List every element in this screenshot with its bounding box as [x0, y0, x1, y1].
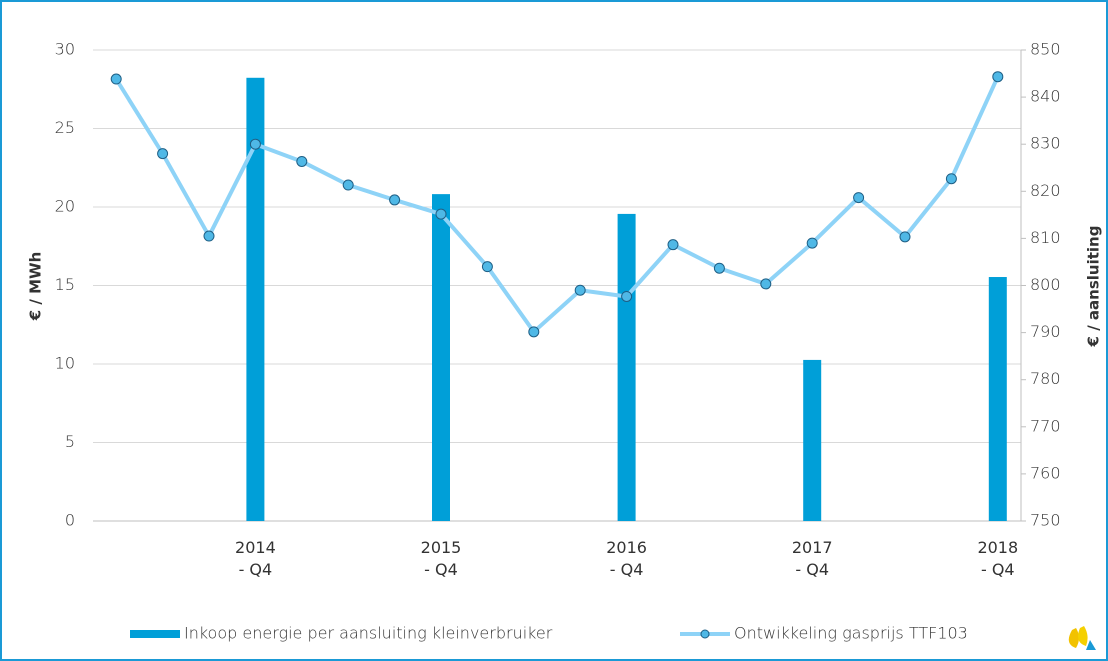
marker: [157, 148, 169, 160]
bar: [988, 277, 1007, 521]
marker: [713, 262, 725, 274]
y-tick-label: 30: [55, 40, 75, 59]
marker: [667, 239, 679, 251]
x-tick-label: 2018 - Q4: [977, 538, 1019, 579]
marker: [992, 71, 1004, 83]
marker: [621, 290, 633, 302]
marker: [574, 284, 586, 296]
y2-tick-label: 760: [1030, 463, 1061, 482]
logo: [1068, 626, 1096, 650]
marker: [899, 231, 911, 243]
y2-axis-label: € / aansluiting: [1085, 226, 1103, 348]
y-axis-label: € / MWh: [27, 252, 45, 322]
bar: [246, 77, 265, 521]
line: [114, 75, 1000, 334]
y-tick-label: 0: [65, 511, 75, 530]
bar: [803, 359, 822, 521]
marker: [389, 194, 401, 206]
marker: [806, 237, 818, 249]
y2-tick-label: 790: [1030, 322, 1061, 341]
legend-swatch: [700, 629, 710, 639]
y-tick-label: 25: [55, 118, 75, 137]
y-tick-label: 20: [55, 197, 75, 216]
legend-label: Inkoop energie per aansluiting kleinverb…: [184, 624, 553, 643]
y-tick-label: 10: [55, 354, 75, 373]
y2-tick-label: 800: [1030, 275, 1061, 294]
marker: [435, 208, 447, 220]
y2-tick-label: 830: [1030, 134, 1061, 153]
x-tick-label: 2016 - Q4: [606, 538, 647, 579]
legend-label: Ontwikkeling gasprijs TTF103: [734, 624, 968, 643]
legend-swatch: [130, 630, 180, 638]
marker: [203, 230, 215, 242]
x-tick-label: 2017 - Q4: [791, 538, 833, 579]
x-tick-label: 2015 - Q4: [420, 538, 462, 579]
marker: [296, 155, 308, 167]
y2-tick-label: 750: [1030, 511, 1061, 530]
y2-tick-label: 820: [1030, 181, 1061, 200]
x-tick-label: 2014 - Q4: [235, 538, 276, 579]
marker: [945, 173, 957, 185]
marker: [110, 73, 122, 85]
bar: [432, 194, 450, 521]
y2-tick-label: 780: [1030, 369, 1061, 388]
y2-tick-label: 770: [1030, 416, 1061, 435]
marker: [342, 179, 354, 191]
y-tick-label: 15: [55, 275, 75, 294]
marker: [481, 261, 493, 273]
marker: [249, 138, 261, 150]
marker: [853, 192, 865, 204]
bar: [617, 213, 636, 521]
y-tick-label: 5: [65, 432, 75, 451]
marker: [528, 326, 540, 338]
y2-tick-label: 810: [1030, 228, 1061, 247]
y2-tick-label: 840: [1030, 87, 1061, 106]
y2-tick-label: 850: [1030, 40, 1061, 59]
marker: [760, 278, 772, 290]
